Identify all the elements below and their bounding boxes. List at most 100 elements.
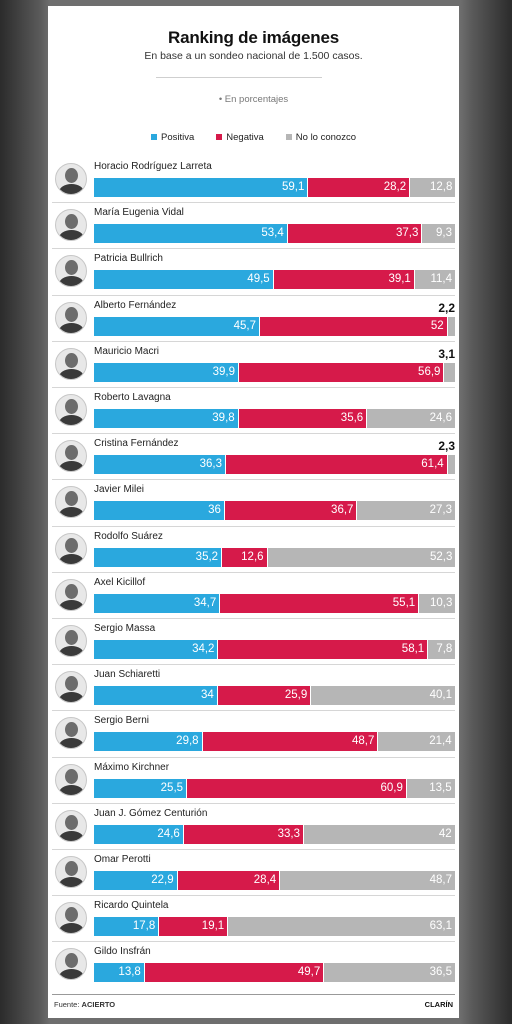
bar-segment-neg: 37,3 [286, 224, 422, 244]
bar-juan-schiaretti: 34 25,9 40,1 [94, 686, 455, 706]
row-divider [52, 710, 455, 712]
brand-logo-text: CLARÍN [424, 1000, 453, 1009]
bar-segment-neg: 28,4 [176, 871, 280, 890]
legend-item-no-lo-conozco: No lo conozco [285, 130, 356, 144]
bar-horacio-rodriguez-larreta: 59,1 28,2 12,8 [94, 178, 456, 197]
bar-segment-pos: 53,4 [94, 224, 287, 244]
candidate-name-sergio-berni: Sergio Berni [94, 715, 150, 727]
avatar-shoulders [59, 646, 84, 656]
avatar-head [65, 352, 78, 368]
avatar [55, 625, 87, 657]
bar-value-label-outside: 2,2 [438, 300, 455, 315]
candidate-name-horacio-rodriguez-larreta: Horacio Rodríguez Larreta [94, 161, 212, 172]
legend: Positiva Negativa No lo conozco [48, 130, 459, 144]
avatar-head [65, 814, 78, 830]
bar-segment-neg: 35,6 [237, 409, 367, 428]
bar-maria-eugenia-vidal: 53,4 37,3 9,3 [94, 224, 455, 244]
bar-segment-unk: 27,3 [356, 501, 455, 521]
bar-segment-unk: 7,8 [427, 640, 456, 659]
bar-segment-unk [443, 362, 455, 382]
avatar [55, 717, 87, 750]
avatar-head [65, 907, 78, 923]
avatar-head [65, 214, 78, 230]
row-divider [52, 202, 455, 204]
avatar-shoulders [59, 184, 84, 194]
bar-segment-neg: 52 [258, 316, 447, 336]
row-divider [52, 433, 455, 435]
candidate-name-maximo-kirchner: Máximo Kirchner [94, 761, 170, 773]
bar-segment-unk: 48,7 [279, 871, 455, 890]
avatar-head [65, 491, 78, 507]
avatar-shoulders [59, 507, 84, 518]
bar-rodolfo-suarez: 35,2 12,6 52,3 [94, 547, 456, 567]
avatar [55, 532, 87, 565]
avatar [55, 856, 87, 888]
bar-segment-unk [446, 455, 455, 475]
bar-segment-unk: 52,3 [266, 547, 456, 567]
candidate-name-gildo-insfran: Gildo Insfrán [94, 946, 151, 958]
bar-segment-neg: 56,9 [238, 362, 444, 382]
avatar [55, 347, 87, 380]
avatar-shoulders [59, 969, 84, 980]
avatar-head [65, 260, 78, 276]
bar-segment-pos: 39,9 [94, 362, 239, 382]
bar-segment-unk: 24,6 [366, 409, 455, 428]
legend-swatch-positiva [151, 134, 158, 140]
unit-note: • En porcentajes [218, 94, 289, 105]
avatar-shoulders [59, 553, 84, 564]
bar-axel-kicillof: 34,7 55,1 10,3 [94, 593, 456, 613]
candidate-name-juan-schiaretti: Juan Schiaretti [94, 669, 161, 681]
bar-segment-neg: 48,7 [201, 732, 378, 752]
avatar-head [65, 676, 78, 692]
legend-item-positiva: Positiva [151, 130, 194, 144]
bar-segment-pos: 17,8 [94, 917, 159, 937]
avatar-head [65, 168, 78, 183]
row-divider [52, 525, 455, 527]
source-name: ACIERTO [81, 1000, 116, 1009]
legend-label-no-lo-conozco: No lo conozco [295, 131, 356, 143]
row-divider [52, 756, 455, 758]
candidate-name-cristina-fernandez: Cristina Fernández [94, 438, 179, 450]
avatar-head [65, 768, 78, 784]
legend-swatch-negativa [216, 134, 223, 140]
avatar-shoulders [59, 923, 84, 934]
bar-segment-pos: 59,1 [94, 178, 308, 197]
avatar [55, 209, 87, 242]
bar-segment-neg: 49,7 [143, 963, 324, 983]
candidate-name-patricia-bullrich: Patricia Bullrich [94, 253, 163, 265]
avatar-head [65, 630, 78, 645]
bar-segment-unk: 10,3 [418, 593, 456, 613]
candidate-name-alberto-fernandez: Alberto Fernández [94, 299, 177, 311]
avatar [55, 440, 87, 473]
row-divider [52, 387, 455, 388]
avatar-shoulders [59, 461, 84, 472]
avatar-head [65, 399, 78, 414]
bar-segment-pos: 36,3 [94, 455, 226, 475]
avatar-head [65, 306, 78, 322]
candidate-name-roberto-lavagna: Roberto Lavagna [94, 392, 171, 403]
footer-divider [52, 994, 455, 995]
title-divider [156, 77, 322, 78]
avatar-head [65, 861, 78, 876]
candidate-name-javier-milei: Javier Milei [94, 484, 145, 496]
bar-segment-unk: 42 [303, 824, 455, 844]
bar-maximo-kirchner: 25,5 60,9 13,5 [94, 778, 455, 798]
bar-segment-pos: 29,8 [94, 732, 202, 752]
avatar-shoulders [59, 877, 84, 887]
row-divider [52, 895, 455, 897]
stacked-bar-chart: Horacio Rodríguez Larreta 59,1 28,2 12,8 Mar… [48, 6, 459, 1018]
bar-ricardo-quintela: 17,8 19,1 63,1 [94, 917, 455, 937]
bar-segment-pos: 35,2 [94, 547, 222, 567]
bar-segment-unk: 9,3 [421, 224, 455, 244]
infographic-card: Ranking de imágenes En base a un sondeo … [48, 6, 459, 1018]
avatar-head [65, 583, 78, 599]
avatar [55, 948, 87, 981]
avatar [55, 255, 87, 288]
bar-segment-neg: 58,1 [217, 640, 428, 659]
legend-item-negativa: Negativa [216, 130, 264, 144]
bar-segment-pos: 25,5 [94, 778, 187, 798]
avatar-shoulders [59, 830, 84, 841]
bar-segment-pos: 34,7 [94, 593, 220, 613]
bar-segment-neg: 36,7 [223, 501, 357, 521]
bar-segment-neg: 33,3 [182, 824, 303, 844]
